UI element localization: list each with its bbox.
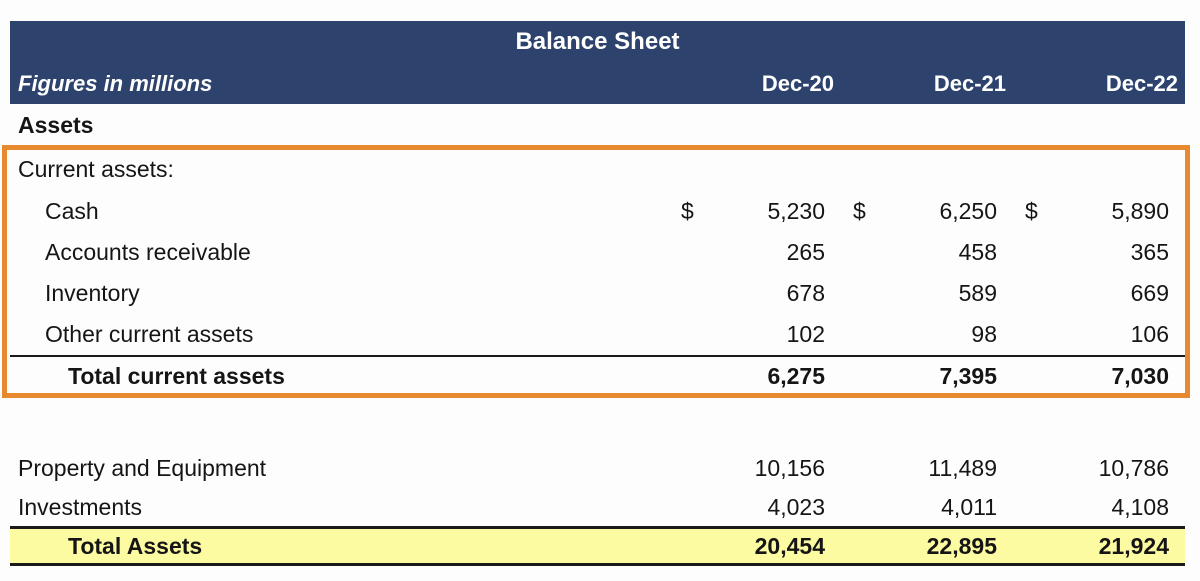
sheet-title: Balance Sheet <box>515 28 680 55</box>
spacer-row <box>10 395 1185 448</box>
table-row-cash: Cash $ 5,230 $ 6,250 $ 5,890 <box>10 191 1185 232</box>
section-header-assets: Assets <box>10 104 1185 147</box>
currency-symbol: $ <box>681 198 694 224</box>
row-label: Cash <box>45 198 99 224</box>
column-header-row: Figures in millions Dec-20 Dec-21 Dec-22 <box>10 63 1185 104</box>
row-label: Total Assets <box>68 532 203 559</box>
table-row-inventory: Inventory 678 589 669 <box>10 273 1185 314</box>
row-label: Property and Equipment <box>18 455 267 481</box>
row-label: Current assets: <box>18 155 174 182</box>
row-label: Investments <box>18 494 142 520</box>
value-dec-21: 7,395 <box>939 362 997 389</box>
value-dec-21: 458 <box>958 239 997 265</box>
value-dec-20: 6,275 <box>767 362 825 389</box>
value-dec-20: 10,156 <box>754 455 825 481</box>
row-label: Other current assets <box>45 321 254 347</box>
value-dec-21: 22,895 <box>926 532 997 559</box>
currency-symbol: $ <box>1025 198 1038 224</box>
table-row-investments: Investments 4,023 4,011 4,108 <box>10 489 1185 526</box>
value-dec-22: 21,924 <box>1098 532 1169 559</box>
column-header-dec-22: Dec-22 <box>1105 70 1178 96</box>
currency-symbol: $ <box>853 198 866 224</box>
table-row-property-and-equipment: Property and Equipment 10,156 11,489 10,… <box>10 448 1185 489</box>
value-dec-20: 20,454 <box>754 532 825 559</box>
section-header-label: Assets <box>18 112 94 138</box>
table-row-total-current-assets: Total current assets 6,275 7,395 7,030 <box>10 355 1185 395</box>
value-dec-22: 669 <box>1130 280 1169 306</box>
value-dec-22: 7,030 <box>1111 362 1169 389</box>
current-assets-header-row: Current assets: <box>10 147 1185 191</box>
value-dec-21: 589 <box>958 280 997 306</box>
row-label: Inventory <box>45 280 140 306</box>
value-dec-20: 5,230 <box>767 198 825 224</box>
value-dec-21: 11,489 <box>928 455 997 481</box>
row-label: Accounts receivable <box>45 239 251 265</box>
table-row-accounts-receivable: Accounts receivable 265 458 365 <box>10 232 1185 273</box>
table-row-other-current-assets: Other current assets 102 98 106 <box>10 314 1185 355</box>
value-dec-22: 10,786 <box>1098 455 1169 481</box>
table-header-band: Balance Sheet Figures in millions Dec-20… <box>10 21 1185 104</box>
value-dec-20: 678 <box>786 280 825 306</box>
value-dec-22: 106 <box>1130 321 1169 347</box>
figures-note: Figures in millions <box>18 70 213 96</box>
table-row-total-assets: Total Assets 20,454 22,895 21,924 <box>10 526 1185 566</box>
column-header-dec-21: Dec-21 <box>933 70 1006 96</box>
balance-sheet-table: Balance Sheet Figures in millions Dec-20… <box>10 21 1185 566</box>
value-dec-21: 4,011 <box>941 494 997 520</box>
column-header-dec-20: Dec-20 <box>761 70 834 96</box>
value-dec-22: 365 <box>1130 239 1169 265</box>
value-dec-20: 102 <box>786 321 825 347</box>
value-dec-21: 6,250 <box>939 198 997 224</box>
value-dec-21: 98 <box>971 321 997 347</box>
row-label: Total current assets <box>68 362 285 389</box>
value-dec-20: 4,023 <box>767 494 825 520</box>
value-dec-20: 265 <box>786 239 825 265</box>
value-dec-22: 4,108 <box>1111 494 1169 520</box>
value-dec-22: 5,890 <box>1111 198 1169 224</box>
